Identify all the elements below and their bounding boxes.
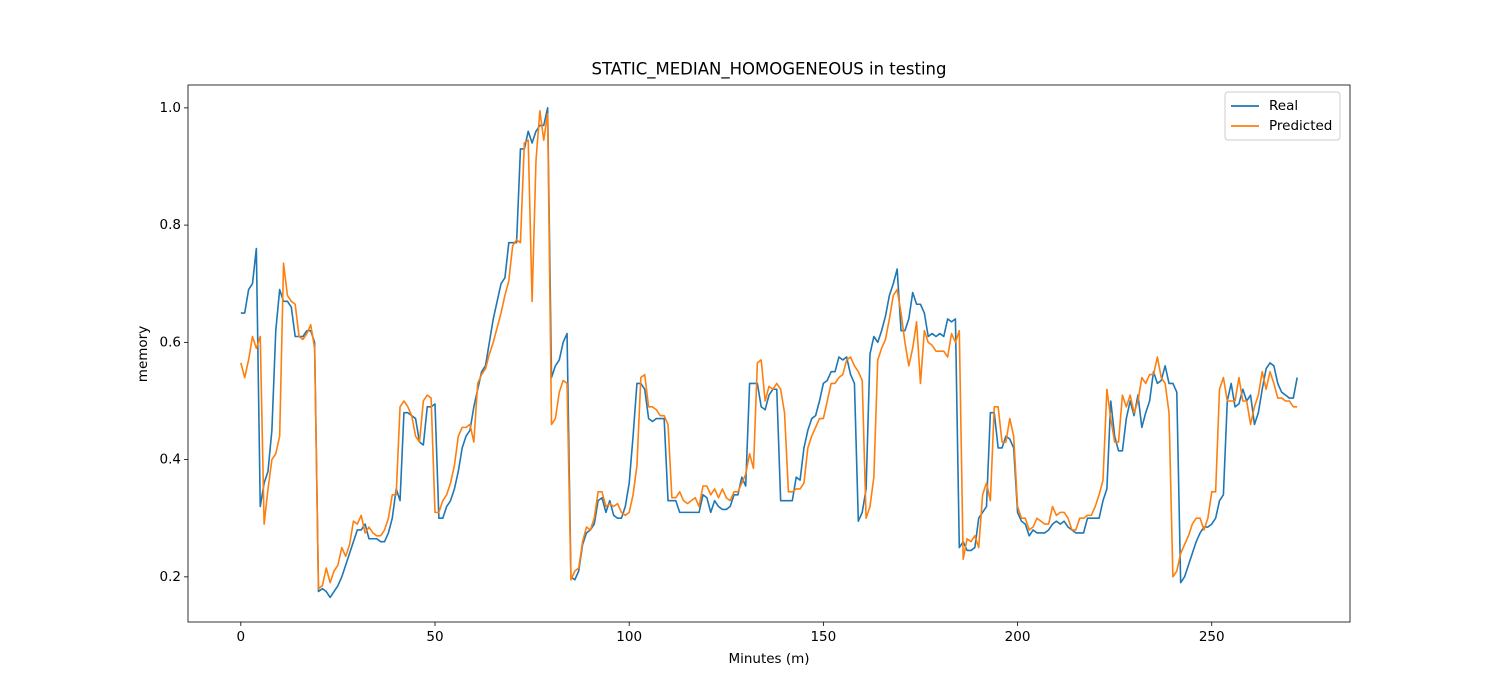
chart-title: STATIC_MEDIAN_HOMOGENEOUS in testing	[592, 60, 947, 80]
plot-frame	[187, 84, 1351, 623]
y-tick-label: 0.4	[160, 452, 181, 468]
y-tick-label: 0.8	[160, 217, 181, 233]
data-line	[240, 107, 1298, 599]
x-tick-label: 0	[237, 629, 246, 645]
legend-label: Predicted	[1269, 118, 1332, 134]
legend-box	[1224, 91, 1341, 141]
data-line	[240, 109, 1298, 590]
x-tick-label: 150	[810, 629, 836, 645]
x-axis-label: Minutes (m)	[728, 651, 809, 667]
x-tick-label: 100	[616, 629, 642, 645]
x-tick-label: 50	[426, 629, 443, 645]
x-tick-label: 250	[1199, 629, 1225, 645]
legend-label: Real	[1269, 98, 1298, 114]
y-tick-label: 0.6	[160, 334, 181, 350]
y-axis-label: memory	[135, 326, 151, 382]
y-tick-label: 0.2	[160, 569, 181, 585]
y-tick-label: 1.0	[160, 100, 181, 116]
x-tick-label: 200	[1005, 629, 1031, 645]
